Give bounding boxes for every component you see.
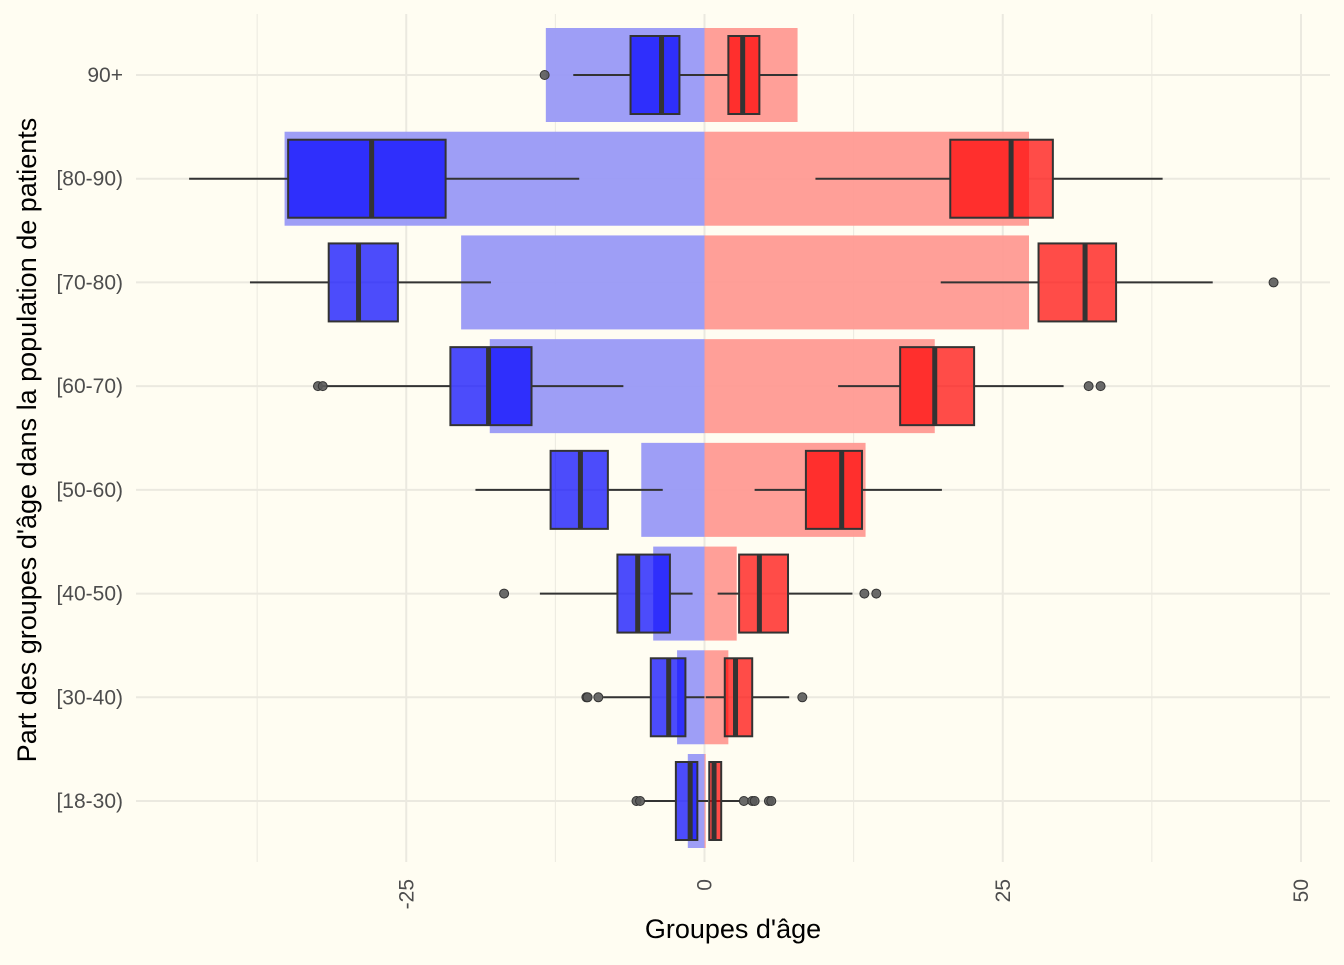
outlier-point (593, 692, 604, 703)
outlier-point (1268, 277, 1279, 288)
box (804, 449, 863, 530)
outlier-point (1083, 381, 1094, 392)
outlier-point (738, 796, 749, 806)
boxplot-left (249, 242, 491, 323)
boxplot-right (940, 242, 1279, 323)
box (674, 761, 699, 841)
y-tick-label: [60-70) (56, 375, 123, 398)
boxplot-left (312, 346, 624, 427)
outlier-point (797, 692, 808, 703)
y-axis-title: Part des groupes d'âge dans la populatio… (12, 118, 42, 763)
box (1037, 242, 1118, 323)
y-axis-tick-labels: 90+ [80-90) [70-80) [60-70) [50-60) [40-50) [3… (56, 64, 123, 813)
boxplot-right (754, 449, 942, 530)
y-tick-label: [50-60) (56, 479, 123, 502)
outlier-point (317, 381, 328, 392)
outlier-point (499, 588, 510, 599)
outlier-point (749, 796, 760, 806)
x-tick-label: 0 (694, 879, 717, 891)
box (949, 138, 1054, 219)
boxplot-left (189, 138, 580, 219)
bar-left (461, 235, 705, 330)
y-tick-label: [40-50) (56, 583, 123, 606)
y-tick-label: [80-90) (56, 168, 123, 191)
boxplot-right (717, 553, 882, 634)
boxplot-right (708, 761, 777, 841)
x-tick-label: 50 (1290, 879, 1313, 902)
boxplot-right (838, 346, 1106, 427)
outlier-point (539, 70, 550, 80)
box (616, 553, 671, 634)
boxplot-left (539, 35, 705, 115)
box (738, 553, 790, 634)
x-tick-label: 25 (992, 879, 1015, 902)
box (629, 35, 681, 115)
y-tick-label: [70-80) (56, 271, 123, 294)
outlier-point (859, 588, 870, 599)
boxplot-left (581, 657, 705, 738)
y-tick-label: [30-40) (56, 686, 123, 709)
boxplot-left (499, 553, 693, 634)
y-tick-label: 90+ (87, 64, 123, 87)
outlier-point (871, 588, 882, 599)
boxplot-right (815, 138, 1163, 219)
box (287, 138, 447, 219)
boxplots (189, 35, 1279, 841)
outlier-point (1095, 381, 1106, 392)
boxplot-left (631, 761, 709, 841)
y-tick-label: [18-30) (56, 790, 123, 813)
outlier-point (766, 796, 777, 806)
x-axis-tick-labels: -25 0 25 50 (395, 879, 1313, 909)
x-axis-title: Groupes d'âge (645, 914, 821, 944)
outlier-point (635, 796, 646, 806)
boxplot-right (704, 35, 798, 115)
box (723, 657, 754, 738)
outlier-point (582, 692, 593, 703)
box (327, 242, 399, 323)
boxplot-left (475, 449, 663, 530)
boxplot-right (705, 657, 808, 738)
x-tick-label: -25 (395, 879, 418, 909)
